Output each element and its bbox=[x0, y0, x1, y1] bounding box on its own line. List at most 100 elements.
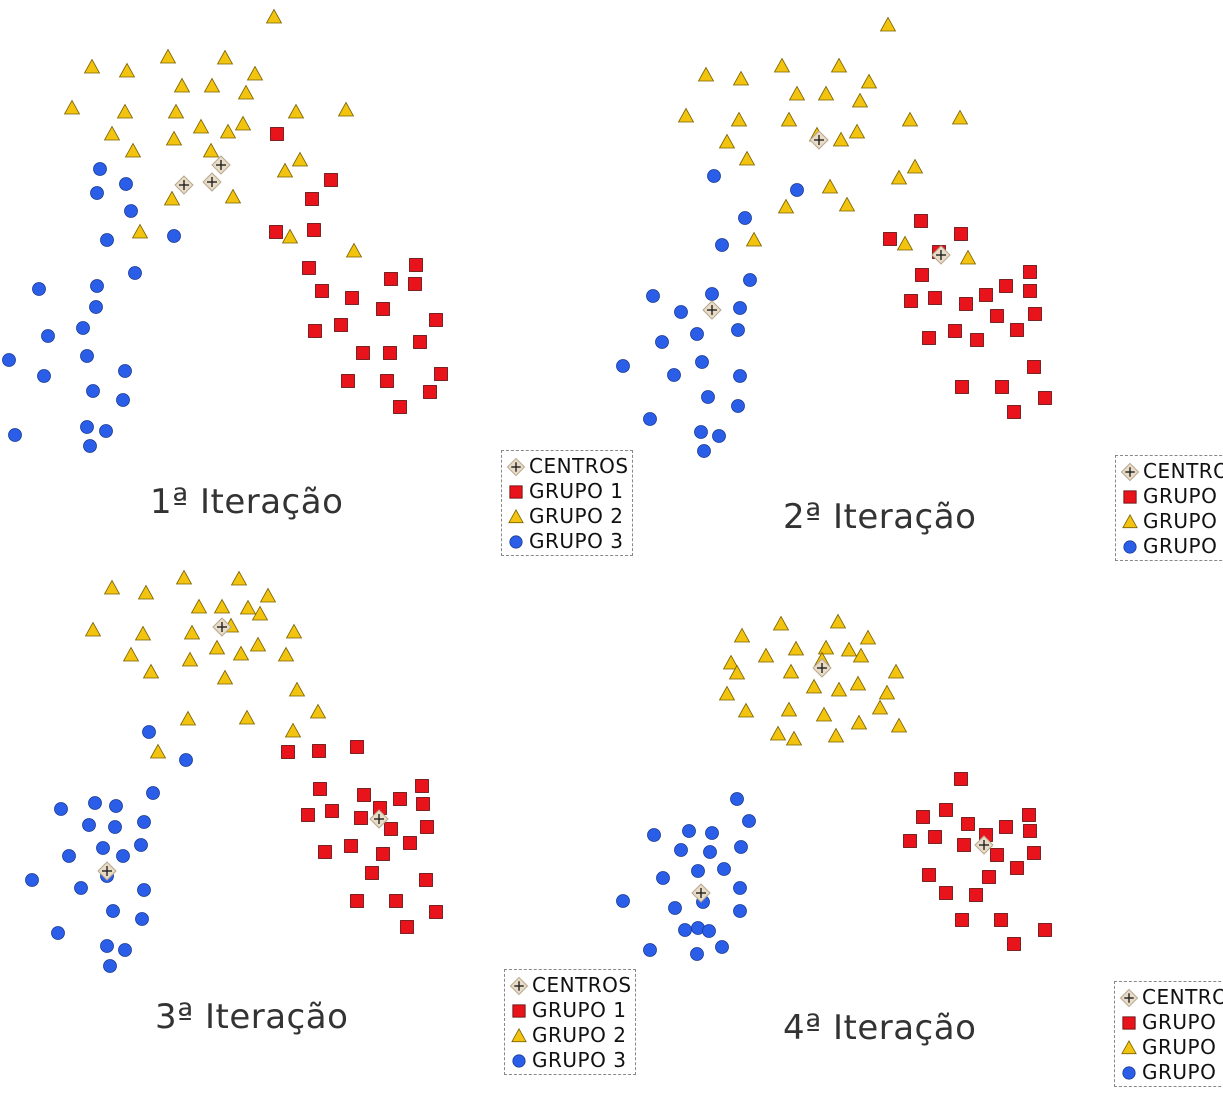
centro-marker-icon bbox=[508, 974, 530, 996]
grupo-2-point bbox=[732, 70, 750, 86]
grupo-2-point bbox=[277, 646, 295, 662]
grupo-1-point bbox=[301, 808, 315, 822]
grupo-1-point bbox=[1007, 937, 1021, 951]
grupo-3-point bbox=[647, 828, 661, 842]
grupo-3-point bbox=[41, 329, 55, 343]
grupo-2-point bbox=[782, 663, 800, 679]
grupo-1-point bbox=[384, 272, 398, 286]
grupo-3-point-legend-glyph bbox=[1123, 539, 1137, 554]
grupo-3-point bbox=[715, 940, 729, 954]
grupo-3-point bbox=[74, 881, 88, 895]
grupo-1-point bbox=[955, 913, 969, 927]
legend-item-centros: CENTROS bbox=[505, 453, 629, 478]
grupo-2-point bbox=[830, 681, 848, 697]
grupo-3-point bbox=[106, 904, 120, 918]
grupo-3-point bbox=[167, 229, 181, 243]
grupo-1-point bbox=[315, 284, 329, 298]
grupo-3-point bbox=[116, 393, 130, 407]
grupo-2-point bbox=[237, 84, 255, 100]
grupo-1-point bbox=[334, 318, 348, 332]
grupo-2-point bbox=[879, 16, 897, 32]
grupo-3-point-icon bbox=[1119, 535, 1141, 557]
grupo-2-point bbox=[677, 107, 695, 123]
grupo-2-point bbox=[246, 65, 264, 81]
grupo-2-point bbox=[208, 639, 226, 655]
centro-marker bbox=[702, 300, 722, 320]
grupo-2-point bbox=[730, 111, 748, 127]
grupo-1-point bbox=[959, 297, 973, 311]
legend-label: GRUPO 1 bbox=[1142, 1009, 1223, 1034]
grupo-3-point bbox=[116, 849, 130, 863]
grupo-2-point bbox=[745, 231, 763, 247]
grupo-1-point bbox=[957, 838, 971, 852]
grupo-1-point bbox=[281, 745, 295, 759]
grupo-2-point bbox=[83, 58, 101, 74]
grupo-1-point bbox=[400, 920, 414, 934]
grupo-1-point bbox=[429, 905, 443, 919]
grupo-2-point bbox=[124, 142, 142, 158]
grupo-1-point-legend-glyph bbox=[509, 484, 523, 499]
grupo-2-point bbox=[959, 249, 977, 265]
legend-item-grupo-3: GRUPO 3 bbox=[508, 1047, 632, 1072]
scatter-plot-iteration-2 bbox=[616, 16, 1052, 458]
grupo-3-point bbox=[100, 233, 114, 247]
chart-title: 3ª Iteração bbox=[155, 997, 349, 1037]
grupo-3-point bbox=[118, 943, 132, 957]
grupo-2-point bbox=[291, 151, 309, 167]
grupo-2-point bbox=[219, 123, 237, 139]
grupo-2-point bbox=[203, 77, 221, 93]
grupo-3-point bbox=[691, 864, 705, 878]
grupo-1-point bbox=[313, 782, 327, 796]
grupo-1-point bbox=[408, 277, 422, 291]
grupo-2-point bbox=[175, 569, 193, 585]
grupo-3-point bbox=[118, 364, 132, 378]
grupo-1-point bbox=[341, 374, 355, 388]
grupo-2-point bbox=[817, 639, 835, 655]
grupo-2-point bbox=[337, 101, 355, 117]
grupo-1-point bbox=[409, 258, 423, 272]
grupo-3-point bbox=[137, 815, 151, 829]
grupo-1-point-icon bbox=[1118, 1011, 1140, 1033]
grupo-2-point bbox=[259, 587, 277, 603]
grupo-2-point bbox=[850, 714, 868, 730]
legend-item-grupo-1: GRUPO 1 bbox=[1119, 483, 1223, 508]
grupo-2-point bbox=[829, 613, 847, 629]
grupo-3-point bbox=[2, 353, 16, 367]
grupo-2-point bbox=[757, 647, 775, 663]
grupo-1-point bbox=[970, 333, 984, 347]
legend-label: GRUPO 3 bbox=[529, 528, 624, 553]
grupo-1-point bbox=[302, 261, 316, 275]
grupo-1-point bbox=[344, 839, 358, 853]
legend-item-grupo-1: GRUPO 1 bbox=[508, 997, 632, 1022]
grupo-2-point bbox=[737, 702, 755, 718]
grupo-1-point bbox=[922, 331, 936, 345]
grupo-3-point bbox=[179, 753, 193, 767]
grupo-2-point bbox=[772, 615, 790, 631]
grupo-1-point bbox=[415, 779, 429, 793]
grupo-2-point bbox=[179, 710, 197, 726]
grupo-2-point bbox=[251, 605, 269, 621]
grupo-3-point bbox=[119, 177, 133, 191]
grupo-2-point bbox=[887, 663, 905, 679]
grupo-2-point-legend-glyph bbox=[1121, 1039, 1137, 1054]
grupo-3-point bbox=[733, 904, 747, 918]
legend-item-centros: CENTROS bbox=[1119, 458, 1223, 483]
grupo-2-point bbox=[181, 651, 199, 667]
grupo-3-point bbox=[25, 873, 39, 887]
centro-marker bbox=[812, 658, 832, 678]
centro-marker bbox=[97, 861, 117, 881]
centro-marker bbox=[211, 155, 231, 175]
grupo-3-point-icon bbox=[508, 1049, 530, 1071]
grupo-1-point bbox=[384, 822, 398, 836]
grupo-2-point bbox=[849, 675, 867, 691]
grupo-3-point bbox=[738, 211, 752, 225]
legend-label: GRUPO 2 bbox=[529, 503, 624, 528]
grupo-2-point bbox=[852, 647, 870, 663]
grupo-2-point bbox=[780, 701, 798, 717]
legend-item-grupo-3: GRUPO 3 bbox=[1119, 533, 1223, 558]
centro-marker-legend-glyph bbox=[509, 976, 529, 995]
chart-title: 2ª Iteração bbox=[783, 497, 977, 537]
grupo-3-point bbox=[733, 881, 747, 895]
